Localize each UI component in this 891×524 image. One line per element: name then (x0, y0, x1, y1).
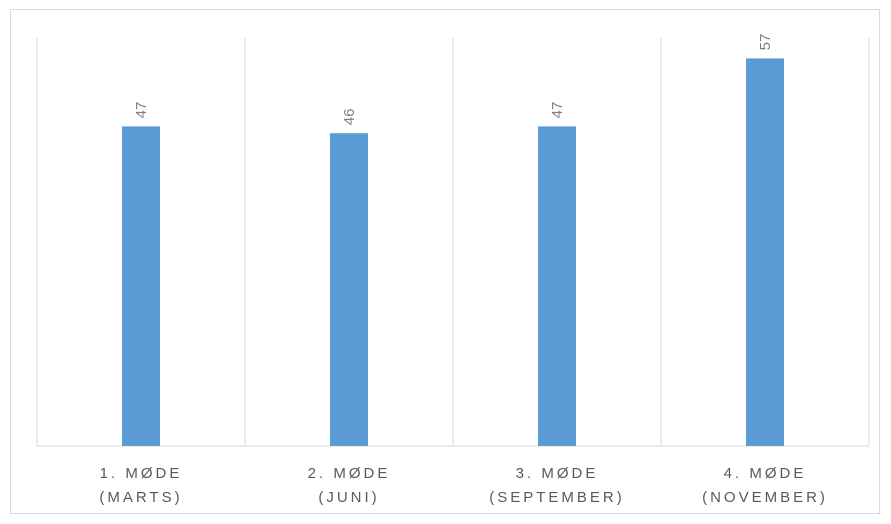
category-label-4-line-2: (NOVEMBER) (702, 489, 828, 506)
category-label-3-line-1: 3. MØDE (516, 465, 599, 482)
gridlines (36, 38, 870, 447)
bar-2 (330, 133, 368, 446)
data-labels: 47 46 47 57 (133, 34, 774, 125)
category-label-2-line-2: (JUNI) (318, 489, 379, 506)
bar-3 (538, 126, 576, 447)
data-label-2: 46 (341, 109, 358, 126)
data-label-4: 57 (757, 34, 774, 51)
data-label-1: 47 (133, 102, 150, 119)
bars (122, 58, 784, 447)
category-label-2-line-1: 2. MØDE (308, 465, 391, 482)
bar-4 (746, 58, 784, 447)
category-label-1-line-1: 1. MØDE (100, 465, 183, 482)
data-label-3: 47 (549, 102, 566, 119)
category-label-3-line-2: (SEPTEMBER) (489, 489, 625, 506)
category-axis-labels: 1. MØDE (MARTS) 2. MØDE (JUNI) 3. MØDE (SEPTE… (99, 465, 828, 506)
category-label-4-line-1: 4. MØDE (724, 465, 807, 482)
bar-1 (122, 126, 160, 447)
category-label-1-line-2: (MARTS) (99, 489, 182, 506)
